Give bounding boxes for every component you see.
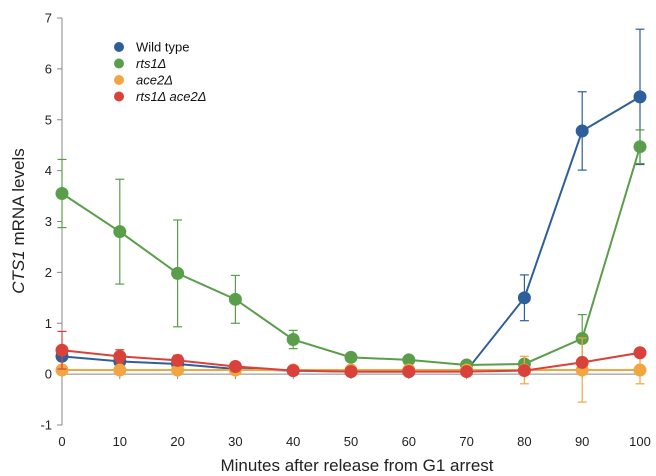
data-point [228,359,242,373]
data-point [228,292,242,306]
y-tick-label: 4 [45,163,52,178]
series-line [61,95,641,373]
x-tick-label: 50 [344,434,358,449]
series-4 [55,330,647,379]
data-point [575,355,589,369]
legend-marker [114,91,124,102]
legend-label: rts1Δ ace2Δ [136,89,206,104]
data-point [517,364,531,378]
legend-item: rts1Δ [114,56,166,71]
x-tick-label: 60 [402,434,416,449]
x-tick-label: 100 [629,434,651,449]
data-point [402,353,416,367]
data-point [55,363,69,377]
data-point [344,365,358,379]
data-point [517,291,531,305]
x-tick-label: 0 [58,434,65,449]
legend-item: ace2Δ [114,73,173,88]
data-point [286,364,300,378]
data-point [286,333,300,347]
y-axis-label-rest: mRNA levels [9,148,28,250]
x-tick-label: 80 [517,434,531,449]
data-point [633,140,647,154]
data-point [633,363,647,377]
data-point [344,350,358,364]
data-point [113,363,127,377]
data-point [55,343,69,357]
x-tick-label: 40 [286,434,300,449]
y-tick-label: 5 [45,112,52,127]
data-point [402,365,416,379]
x-tick-label: 20 [170,434,184,449]
series-layer [55,28,647,403]
x-tick-label: 30 [228,434,242,449]
data-point [171,266,185,280]
y-tick-label: 3 [45,214,52,229]
y-tick-label: 7 [45,11,52,26]
data-point [633,346,647,360]
data-point [171,353,185,367]
y-tick-label: 6 [45,61,52,76]
legend-item: Wild type [114,40,189,55]
data-point [633,90,647,104]
data-point [113,349,127,363]
y-tick-label: -1 [40,418,52,433]
series-line [61,146,641,366]
y-axis-label: CTS1 mRNA levels [9,148,28,294]
legend-label: Wild type [136,40,189,55]
legend-marker [114,58,124,69]
data-point [575,124,589,138]
data-point [171,363,185,377]
y-tick-label: 2 [45,265,52,280]
x-tick-label: 70 [459,434,473,449]
y-tick-label: 1 [45,316,52,331]
data-point [460,365,474,379]
y-tick-label: 0 [45,367,52,382]
data-point [55,187,69,201]
series-2 [55,129,647,372]
x-tick-label: 10 [113,434,127,449]
x-axis-label: Minutes after release from G1 arrest [220,456,493,475]
legend-label: ace2Δ [136,73,173,88]
legend-marker [114,42,124,52]
x-tick-label: 90 [575,434,589,449]
legend-item: rts1Δ ace2Δ [114,89,206,104]
data-point [113,225,127,239]
legend-marker [114,75,124,85]
y-axis-label-gene: CTS1 [9,250,28,293]
legend-label: rts1Δ [136,56,166,71]
